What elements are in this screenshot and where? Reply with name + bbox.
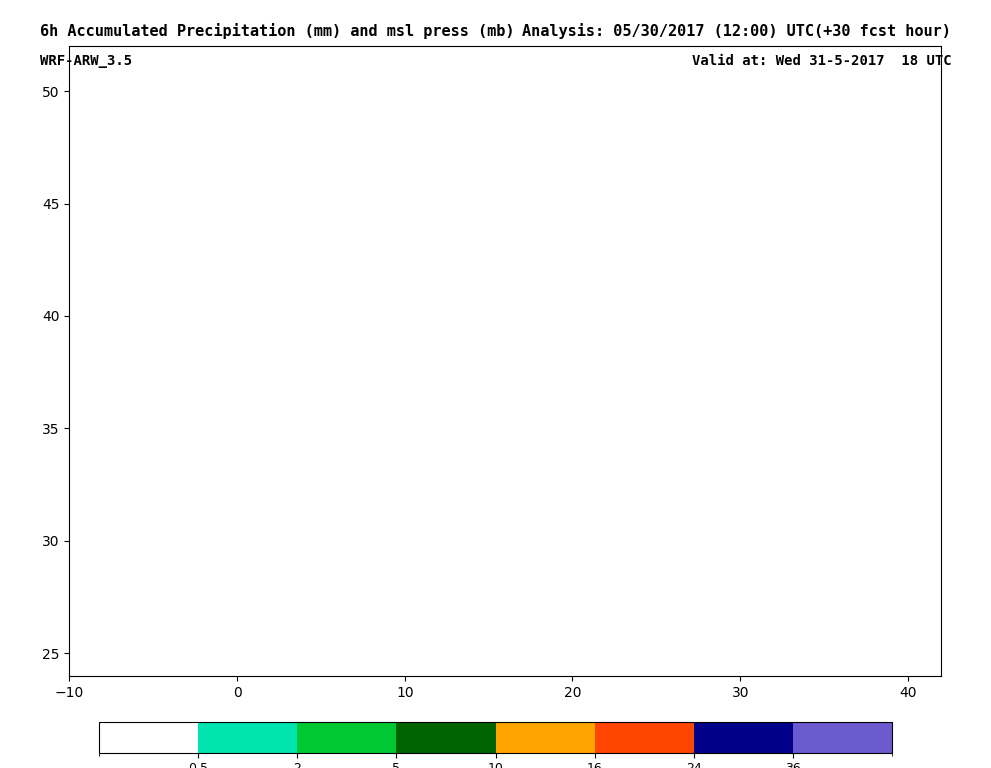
Text: Analysis: 05/30/2017 (12:00) UTC(+30 fcst hour): Analysis: 05/30/2017 (12:00) UTC(+30 fcs… — [522, 23, 951, 39]
Text: Valid at: Wed 31-5-2017  18 UTC: Valid at: Wed 31-5-2017 18 UTC — [692, 54, 951, 68]
Text: WRF-ARW_3.5: WRF-ARW_3.5 — [40, 54, 132, 68]
Text: 6h Accumulated Precipitation (mm) and msl press (mb): 6h Accumulated Precipitation (mm) and ms… — [40, 23, 514, 39]
